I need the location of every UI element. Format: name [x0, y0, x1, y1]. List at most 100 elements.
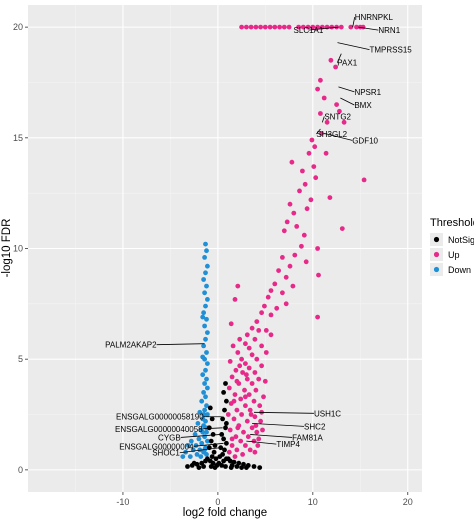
point-down: [187, 454, 193, 459]
leader-line: [156, 343, 205, 346]
point-up: [289, 159, 295, 165]
point-up: [323, 150, 329, 156]
y-axis-title: -log10 FDR: [1, 219, 13, 278]
x-tick-label: -10: [116, 497, 129, 507]
point-notsig: [210, 432, 216, 437]
y-tick-label: 20: [13, 22, 23, 32]
point-up: [268, 312, 274, 318]
point-up: [244, 24, 249, 30]
point-up: [233, 434, 239, 440]
point-down: [204, 452, 209, 457]
leader-line: [252, 422, 305, 427]
point-up: [338, 24, 344, 30]
point-up: [237, 363, 243, 369]
gene-label: TMPRSS15: [370, 46, 413, 55]
point-up: [268, 332, 274, 338]
point-up: [240, 370, 246, 375]
point-up: [249, 381, 255, 386]
y-tick-label: 0: [18, 465, 23, 475]
point-notsig: [228, 465, 234, 470]
point-up: [248, 24, 254, 30]
point-down: [203, 336, 208, 342]
leader-line: [340, 97, 355, 106]
leader-line: [316, 128, 321, 135]
point-notsig: [222, 447, 227, 453]
point-up: [239, 356, 245, 362]
point-up: [227, 427, 233, 433]
point-down: [205, 263, 210, 269]
point-up: [251, 398, 257, 404]
point-up: [253, 423, 259, 428]
point-up: [316, 272, 321, 278]
gene-label: GDF10: [352, 136, 378, 145]
point-down: [197, 409, 203, 415]
point-up: [243, 443, 248, 448]
point-up: [245, 434, 251, 440]
point-notsig: [221, 390, 227, 395]
point-up: [283, 301, 289, 307]
point-up: [291, 210, 297, 216]
point-up: [300, 24, 306, 30]
point-up: [296, 24, 301, 30]
point-up: [237, 336, 243, 342]
point-notsig: [196, 465, 202, 470]
point-up: [252, 449, 258, 455]
legend-key-up: [433, 251, 440, 258]
point-down: [203, 270, 208, 276]
point-notsig: [205, 456, 210, 462]
point-notsig: [257, 465, 263, 470]
point-up: [252, 336, 258, 342]
point-up: [321, 95, 327, 101]
point-up: [290, 283, 296, 289]
point-up: [232, 392, 238, 397]
legend-label: NotSig: [448, 235, 474, 245]
leader-line: [321, 116, 325, 123]
point-down: [180, 454, 186, 459]
point-up: [243, 394, 248, 400]
point-notsig: [212, 465, 218, 470]
gene-label: FAM81A: [292, 433, 323, 442]
point-up: [262, 303, 267, 309]
point-up: [311, 164, 317, 170]
leader-line: [202, 427, 223, 430]
point-up: [287, 263, 293, 269]
gene-label: SH3GL2: [316, 130, 347, 139]
point-up: [233, 367, 239, 373]
point-up: [327, 195, 333, 201]
point-up: [281, 24, 287, 30]
point-up: [305, 24, 311, 30]
leader-line: [193, 442, 224, 447]
point-up: [256, 436, 262, 442]
point-notsig: [223, 464, 228, 469]
point-up: [315, 246, 320, 251]
point-up: [238, 396, 244, 402]
point-up: [244, 376, 250, 382]
point-up: [341, 119, 347, 125]
gene-label: USH1C: [314, 409, 341, 418]
point-up: [315, 24, 320, 30]
point-notsig: [208, 464, 214, 469]
point-down: [205, 297, 210, 302]
point-up: [260, 427, 265, 433]
point-notsig: [223, 425, 228, 431]
gene-label: SNTG2: [324, 112, 351, 121]
x-axis-title: log2 fold change: [183, 507, 267, 519]
point-down: [199, 398, 205, 404]
gene-label: ENSGALG00000004: [119, 442, 194, 451]
axis-ticks: -10 0 10 20 0 5 10 15 20: [13, 22, 413, 507]
point-up: [231, 398, 237, 404]
series-up: [225, 24, 367, 459]
point-up: [280, 255, 285, 260]
point-up: [258, 418, 263, 424]
point-up: [238, 438, 244, 444]
point-up: [297, 188, 302, 194]
point-down: [203, 303, 208, 309]
point-up: [348, 24, 354, 30]
point-up: [246, 392, 252, 397]
point-down: [202, 290, 208, 296]
point-down: [201, 277, 207, 282]
point-down: [186, 443, 191, 448]
point-down: [200, 429, 206, 435]
point-up: [284, 219, 290, 225]
